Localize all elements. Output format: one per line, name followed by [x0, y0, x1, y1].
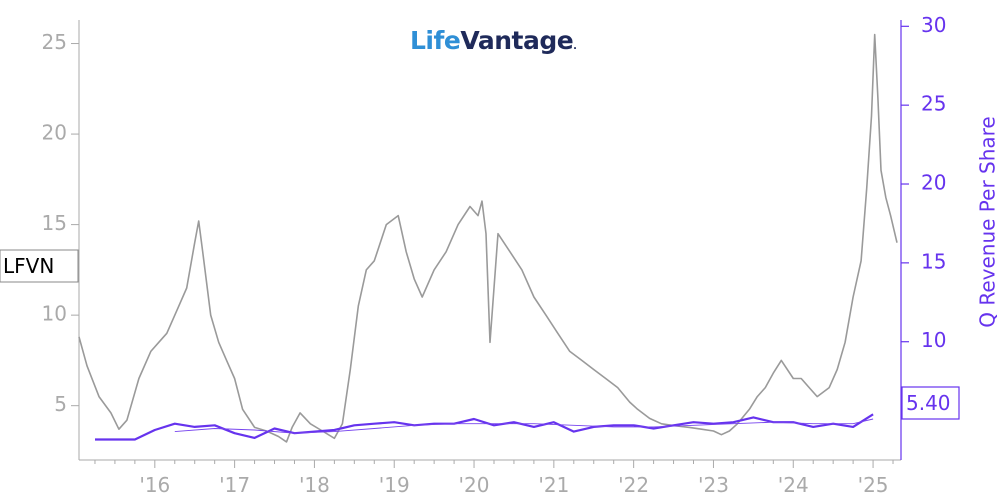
x-tick-label: '24 [778, 473, 809, 497]
right-axis-title: Q Revenue Per Share [976, 116, 1000, 328]
ticker-label: LFVN [3, 254, 54, 278]
x-tick-label: '20 [459, 473, 490, 497]
revenue-trend-line [174, 418, 874, 434]
y-left-tick-label: 15 [42, 211, 67, 235]
y-left-tick-label: 10 [42, 302, 67, 326]
logo-text-life: Life [410, 26, 461, 55]
last-value-frame [901, 386, 960, 420]
y-left-tick-label: 25 [42, 30, 67, 54]
y-right-tick-label: 30 [921, 13, 946, 37]
x-tick-label: '21 [538, 473, 569, 497]
y-left-tick-label: 5 [54, 392, 67, 416]
revenue-line [95, 413, 874, 441]
x-tick-label: '18 [299, 473, 330, 497]
logo-text-vantage: Vantage [460, 26, 574, 55]
x-tick-label: '16 [139, 473, 170, 497]
x-axis: '16 '17 '18 '19 '20 '21 '22 '23 '24 '25 [79, 459, 901, 497]
x-tick-label: '25 [858, 473, 889, 497]
y-right-tick-label: 15 [921, 249, 946, 273]
company-logo: LifeVantage. [410, 26, 577, 55]
y-right-tick-label: 20 [921, 171, 946, 195]
logo-mark: . [573, 41, 577, 52]
left-axis: 5 10 15 20 25 [42, 20, 80, 460]
last-value-label: 5.40 [906, 391, 951, 415]
ticker-label-frame [0, 249, 79, 283]
price-line [78, 33, 898, 443]
x-tick-label: '23 [698, 473, 729, 497]
right-axis: 10 15 20 25 30 Q Revenue Per Share [900, 13, 1000, 460]
ticker-label-box: LFVN [0, 249, 79, 283]
y-left-tick-label: 20 [42, 121, 67, 145]
x-tick-label: '19 [379, 473, 410, 497]
plot-area [78, 33, 898, 443]
x-tick-label: '22 [618, 473, 649, 497]
y-right-tick-label: 25 [921, 92, 946, 116]
last-value-box: 5.40 [901, 386, 960, 420]
y-right-tick-label: 10 [921, 328, 946, 352]
x-tick-label: '17 [219, 473, 250, 497]
